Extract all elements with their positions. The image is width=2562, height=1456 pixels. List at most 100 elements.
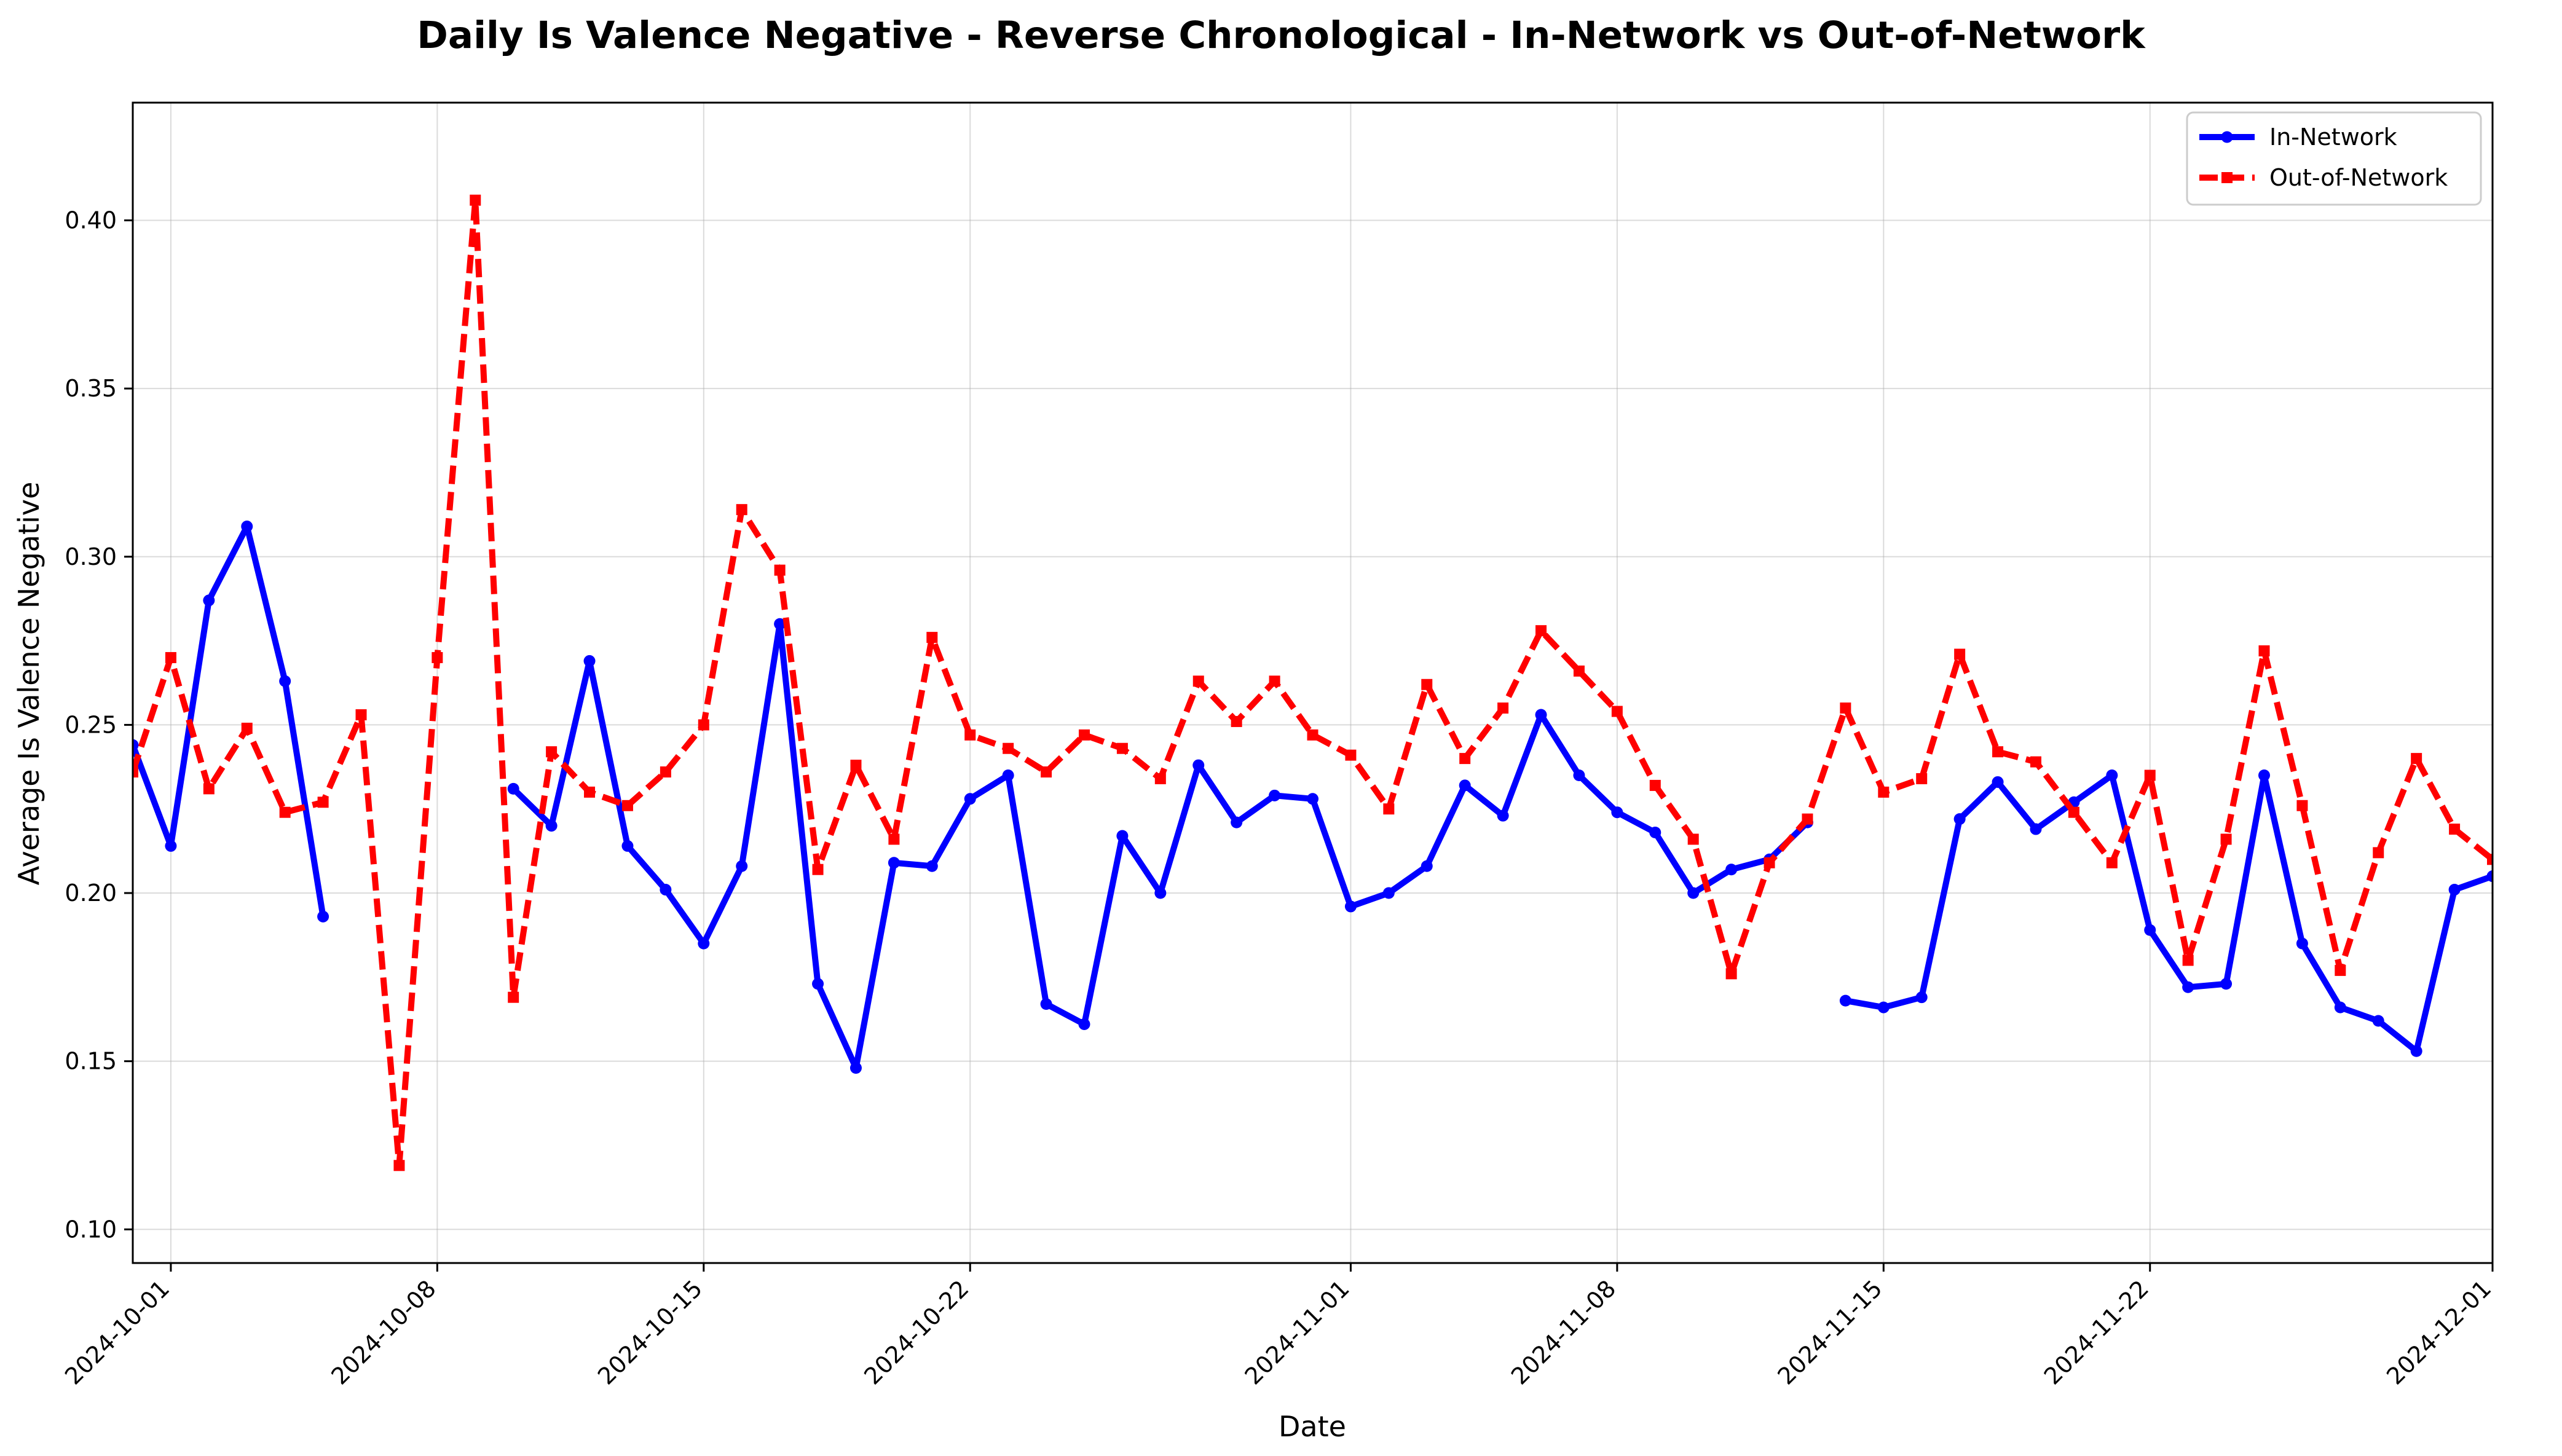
data-point-in-network — [1649, 827, 1661, 839]
data-point-in-network — [1344, 900, 1357, 913]
data-point-out-of-network — [2373, 847, 2384, 859]
data-point-in-network — [1307, 793, 1318, 805]
data-point-in-network — [2334, 1001, 2346, 1013]
data-point-in-network — [1382, 887, 1395, 899]
data-point-out-of-network — [1154, 773, 1166, 784]
data-point-in-network — [133, 739, 139, 751]
data-point-out-of-network — [546, 746, 558, 758]
data-point-out-of-network — [1954, 648, 1966, 660]
data-point-out-of-network — [1231, 715, 1242, 727]
data-point-in-network — [926, 860, 938, 872]
data-point-out-of-network — [1878, 786, 1890, 798]
data-point-in-network — [964, 793, 976, 805]
data-point-in-network — [2296, 937, 2308, 950]
x-axis-label: Date — [1279, 1410, 1346, 1443]
y-tick-label: 0.20 — [65, 880, 117, 907]
data-point-out-of-network — [470, 194, 481, 206]
data-point-out-of-network — [1307, 729, 1318, 741]
data-point-out-of-network — [1840, 702, 1851, 714]
series-line-in-network — [1845, 772, 2493, 1055]
data-point-out-of-network — [1041, 766, 1052, 778]
data-point-out-of-network — [2068, 806, 2079, 818]
data-point-out-of-network — [2487, 854, 2493, 865]
data-point-out-of-network — [508, 991, 519, 1003]
y-tick-label: 0.35 — [65, 375, 117, 402]
data-point-out-of-network — [1421, 679, 1433, 690]
data-point-in-network — [241, 521, 253, 533]
grid — [133, 103, 2493, 1263]
data-point-in-network — [1040, 998, 1052, 1010]
data-point-out-of-network — [1497, 702, 1509, 714]
data-point-in-network — [812, 978, 824, 990]
data-point-out-of-network — [432, 651, 443, 663]
data-point-out-of-network — [1725, 968, 1737, 980]
data-point-in-network — [2448, 884, 2461, 896]
data-point-in-network — [698, 937, 710, 950]
plot-frame — [132, 101, 2494, 1264]
data-point-out-of-network — [1535, 625, 1547, 637]
data-point-out-of-network — [203, 783, 215, 795]
y-tick-label: 0.40 — [65, 207, 117, 234]
data-point-in-network — [1611, 806, 1623, 819]
data-point-out-of-network — [1764, 857, 1775, 868]
data-point-out-of-network — [2220, 833, 2232, 845]
data-point-out-of-network — [926, 632, 938, 643]
data-point-in-network — [203, 594, 215, 607]
data-point-in-network — [1877, 1001, 1890, 1013]
data-point-out-of-network — [774, 564, 786, 576]
data-point-in-network — [1573, 769, 1585, 781]
data-point-out-of-network — [621, 800, 633, 811]
data-point-in-network — [2220, 978, 2233, 990]
data-point-out-of-network — [2258, 645, 2270, 657]
data-point-out-of-network — [2335, 964, 2346, 976]
data-point-in-network — [2486, 870, 2493, 883]
data-point-out-of-network — [1116, 742, 1128, 754]
data-point-out-of-network — [2144, 769, 2156, 781]
data-point-in-network — [2106, 769, 2118, 781]
y-tick-label: 0.15 — [65, 1048, 117, 1075]
data-point-in-network — [621, 840, 634, 852]
data-point-out-of-network — [1383, 803, 1395, 815]
data-point-in-network — [2030, 823, 2042, 835]
data-point-in-network — [2144, 924, 2156, 936]
data-point-in-network — [1459, 779, 1471, 792]
data-point-in-network — [507, 782, 519, 795]
data-point-in-network — [583, 655, 596, 667]
data-point-out-of-network — [1687, 833, 1699, 845]
data-point-out-of-network — [1611, 706, 1623, 717]
data-point-out-of-network — [812, 864, 824, 875]
data-point-out-of-network — [1078, 729, 1090, 741]
data-point-out-of-network — [2296, 800, 2308, 811]
legend-marker-out-of-network — [2221, 172, 2233, 183]
legend-marker-in-network — [2221, 131, 2233, 143]
data-point-out-of-network — [850, 760, 862, 771]
data-point-in-network — [888, 857, 900, 869]
data-point-in-network — [1154, 887, 1167, 899]
data-point-out-of-network — [2106, 857, 2118, 868]
data-point-in-network — [1231, 816, 1243, 828]
data-point-in-network — [2258, 769, 2270, 781]
data-point-in-network — [1497, 809, 1509, 822]
series-line-out-of-network — [133, 197, 2493, 1169]
data-point-out-of-network — [660, 766, 671, 778]
data-point-in-network — [1192, 759, 1205, 771]
data-point-in-network — [736, 860, 748, 872]
data-point-in-network — [1116, 830, 1129, 842]
legend-box — [2186, 111, 2482, 206]
data-point-in-network — [1725, 864, 1738, 876]
data-point-in-network — [2182, 981, 2194, 993]
data-point-out-of-network — [2182, 954, 2194, 966]
data-point-out-of-network — [2449, 824, 2461, 835]
data-point-out-of-network — [133, 766, 138, 778]
data-point-out-of-network — [1649, 779, 1661, 791]
data-point-out-of-network — [241, 722, 253, 734]
data-point-out-of-network — [2030, 756, 2041, 768]
data-point-out-of-network — [1345, 749, 1357, 761]
legend: In-Network Out-of-Network — [2186, 111, 2482, 206]
data-point-out-of-network — [355, 709, 367, 720]
plot-area — [133, 194, 2493, 1171]
y-tick-label: 0.30 — [65, 543, 117, 570]
data-point-out-of-network — [1992, 746, 2004, 758]
data-point-out-of-network — [1802, 813, 1813, 825]
